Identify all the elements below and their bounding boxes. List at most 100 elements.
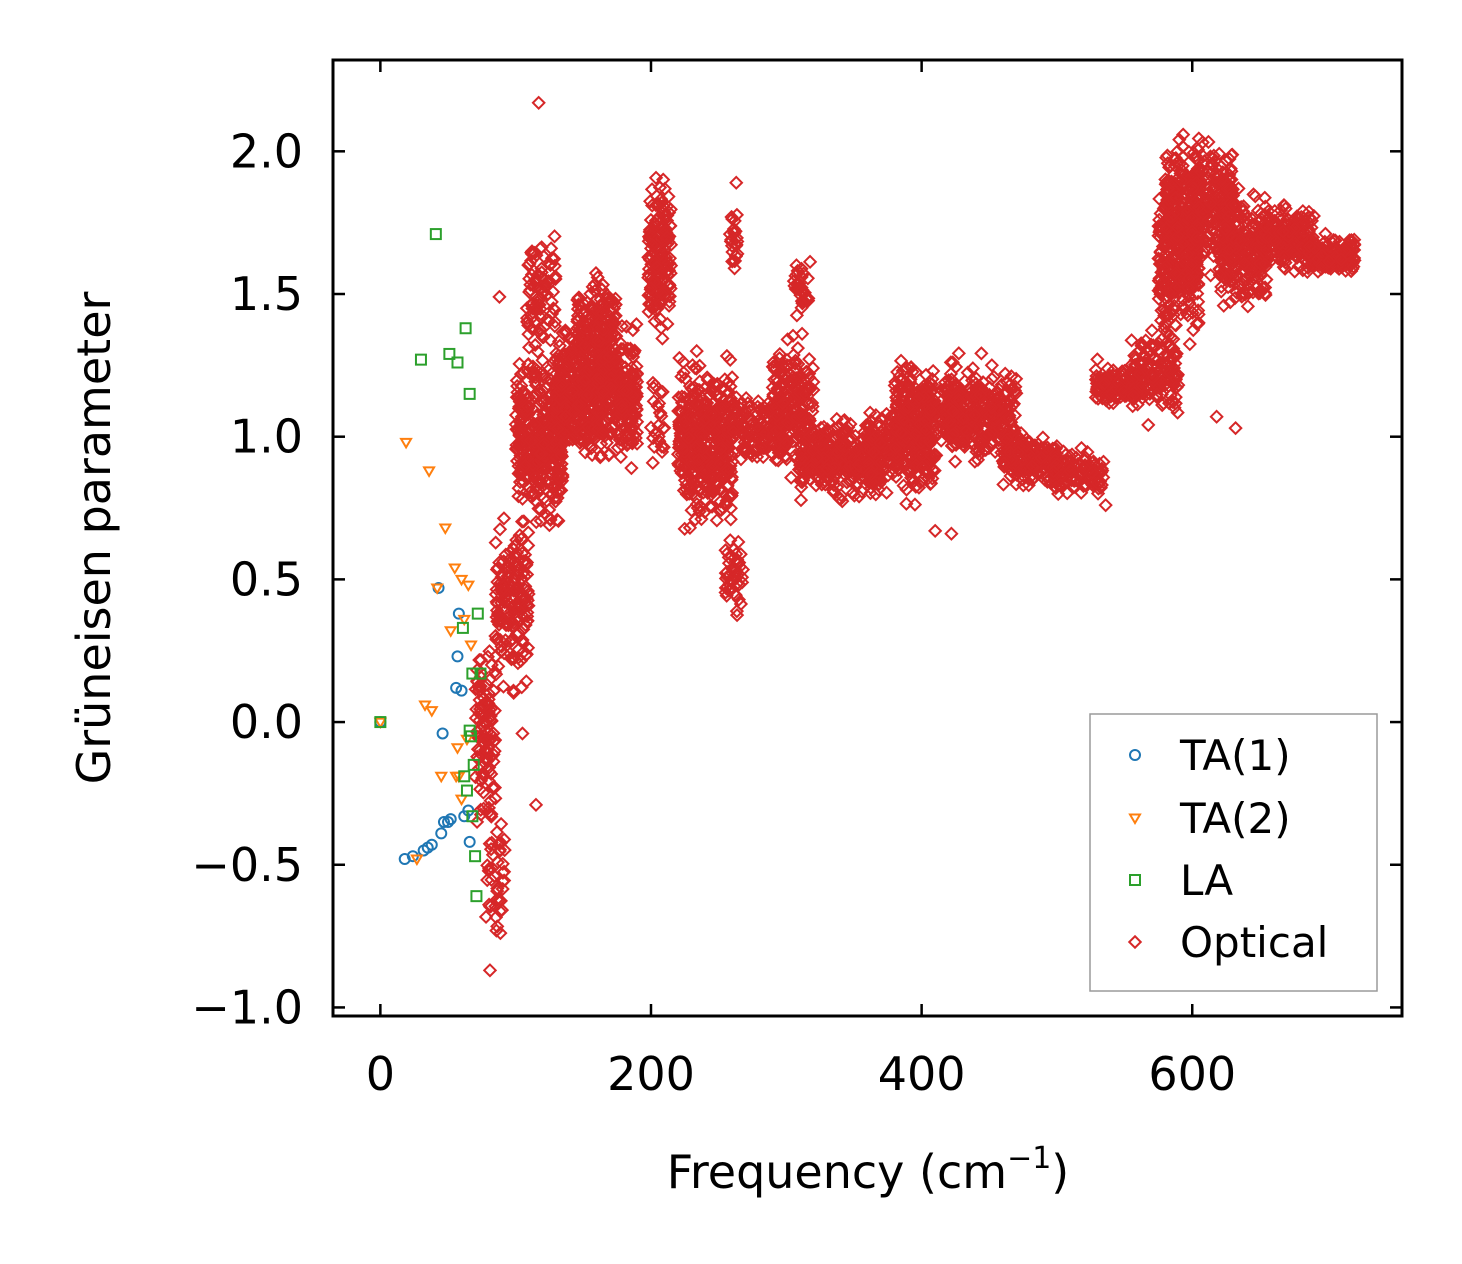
data-point xyxy=(998,366,1013,381)
data-point xyxy=(1021,478,1036,493)
data-point xyxy=(490,883,505,899)
data-point xyxy=(516,554,531,569)
data-point xyxy=(649,296,664,312)
data-point xyxy=(533,307,548,322)
data-point xyxy=(681,430,696,446)
data-point xyxy=(974,346,989,361)
data-point xyxy=(1158,259,1173,274)
data-point xyxy=(1085,465,1100,480)
data-point xyxy=(815,463,831,478)
data-point xyxy=(945,439,960,454)
data-point xyxy=(802,429,817,444)
data-point xyxy=(570,398,585,413)
data-point xyxy=(1190,303,1206,318)
data-point xyxy=(663,258,679,273)
data-point xyxy=(478,697,493,712)
data-point xyxy=(588,265,604,281)
data-point xyxy=(1100,379,1115,394)
data-point xyxy=(892,372,908,388)
data-point xyxy=(703,383,718,398)
data-point xyxy=(969,371,984,386)
data-point xyxy=(899,496,914,511)
data-point xyxy=(527,416,542,432)
data-point xyxy=(629,359,644,374)
data-point xyxy=(999,411,1014,426)
data-point xyxy=(709,513,725,528)
data-point xyxy=(484,806,499,822)
data-point xyxy=(544,294,559,310)
data-point xyxy=(651,197,667,212)
data-point xyxy=(625,420,641,435)
data-point xyxy=(1154,357,1169,373)
data-point xyxy=(488,791,503,806)
data-point xyxy=(788,268,803,284)
data-point xyxy=(519,609,535,624)
data-point xyxy=(550,421,565,437)
data-point xyxy=(864,432,880,447)
data-point xyxy=(1004,453,1019,468)
data-point xyxy=(672,350,687,366)
data-point xyxy=(773,377,788,392)
data-point xyxy=(925,471,940,486)
data-point xyxy=(491,659,506,674)
data-point xyxy=(1124,357,1139,372)
data-point xyxy=(737,427,752,442)
data-point xyxy=(533,476,549,491)
data-point xyxy=(772,390,787,405)
data-point xyxy=(625,322,641,338)
data-point xyxy=(725,211,740,227)
data-point xyxy=(779,352,795,368)
data-point xyxy=(1037,445,1052,461)
data-point xyxy=(1098,372,1114,387)
data-point xyxy=(520,364,536,380)
data-point xyxy=(956,434,972,449)
data-point xyxy=(602,343,617,358)
data-point xyxy=(1168,266,1183,281)
data-point xyxy=(1159,324,1174,340)
data-point xyxy=(643,194,658,209)
data-point xyxy=(921,389,936,405)
data-point xyxy=(1153,206,1168,221)
data-point xyxy=(1010,445,1026,460)
data-point xyxy=(973,387,988,403)
data-point xyxy=(493,925,508,941)
data-point xyxy=(957,374,973,389)
data-point xyxy=(488,899,503,914)
data-point xyxy=(800,271,816,286)
data-point xyxy=(1058,447,1073,463)
data-point xyxy=(565,383,581,398)
data-point xyxy=(538,475,554,490)
data-point xyxy=(570,308,586,323)
data-point xyxy=(888,441,903,456)
data-point xyxy=(471,678,487,693)
data-point xyxy=(1060,486,1075,501)
data-point xyxy=(508,441,524,457)
data-point xyxy=(772,351,787,366)
data-point xyxy=(720,463,735,478)
data-point xyxy=(523,282,538,298)
data-point xyxy=(1155,397,1170,413)
data-point xyxy=(916,389,932,405)
data-point xyxy=(576,316,591,331)
data-point xyxy=(704,444,719,460)
data-point xyxy=(898,426,913,442)
data-point xyxy=(590,371,605,387)
data-point xyxy=(767,362,783,378)
data-point xyxy=(961,407,977,423)
data-point xyxy=(1080,444,1095,460)
data-point xyxy=(996,477,1011,492)
data-point xyxy=(671,390,686,405)
data-point xyxy=(468,769,483,785)
data-point xyxy=(657,242,673,257)
data-point xyxy=(796,473,811,488)
data-point xyxy=(616,383,631,398)
data-point xyxy=(525,485,541,501)
data-point xyxy=(945,404,961,419)
data-point xyxy=(732,411,748,427)
data-point xyxy=(727,253,743,269)
data-point xyxy=(822,435,837,450)
data-point xyxy=(521,318,536,333)
data-point xyxy=(508,611,524,627)
data-point xyxy=(804,395,820,411)
data-point xyxy=(793,492,809,508)
